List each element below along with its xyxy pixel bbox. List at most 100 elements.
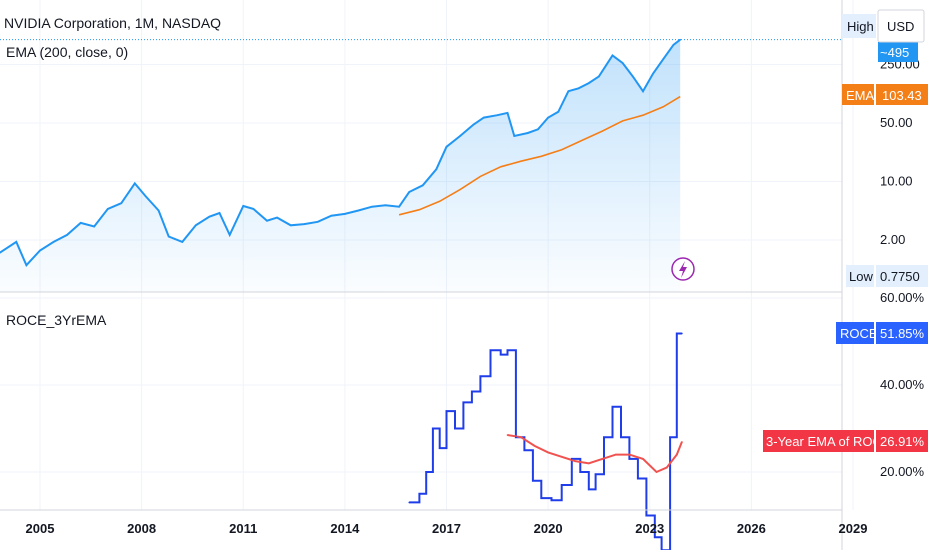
price-point (316, 220, 319, 223)
low-label: Low (849, 269, 873, 284)
roce-point (681, 332, 683, 335)
roce-point (669, 436, 671, 439)
roce-indicator-label[interactable]: ROCE_3YrEMA (6, 312, 107, 328)
roce-point (479, 375, 482, 378)
price-point (496, 114, 499, 116)
ema-tag: EMA 103.43 (842, 84, 928, 105)
symbol-title[interactable]: NVIDIA Corporation, 1M, NASDAQ (4, 15, 221, 31)
roce-point (571, 458, 573, 460)
roce-tick-label: 40.00% (880, 377, 925, 392)
roce-ema-point (520, 436, 522, 439)
series-lines (0, 38, 842, 550)
roce-point (499, 353, 502, 356)
price-point (482, 116, 485, 119)
roce-point (676, 332, 678, 335)
roce-point (620, 436, 622, 439)
time-axis[interactable]: 2005 2008 2011 2014 2017 2020 2023 2026 2029 (26, 521, 868, 536)
roce-point (560, 484, 563, 486)
roce-point (628, 458, 631, 460)
roce-point (532, 479, 534, 482)
price-point (642, 90, 644, 92)
roce-tag-label: ROCE (840, 326, 878, 341)
price-point (208, 215, 211, 218)
roce-ema-point (628, 453, 631, 456)
price-point (276, 216, 278, 219)
price-tick-label: 10.00 (880, 174, 913, 189)
ema-line (398, 95, 681, 216)
price-point (157, 209, 160, 212)
roce-point (637, 477, 639, 480)
roce-point (540, 497, 543, 499)
price-point (679, 38, 682, 41)
roce-point (438, 447, 441, 449)
price-point (408, 191, 411, 193)
price-area (0, 39, 681, 292)
roce-point (603, 436, 605, 439)
price-point (93, 225, 95, 228)
price-point (421, 184, 424, 187)
price-point (181, 241, 184, 243)
roce-point (425, 471, 427, 473)
price-point (445, 145, 448, 148)
price-point (252, 208, 255, 210)
price-point (120, 202, 123, 205)
price-point (25, 264, 28, 266)
roce-ema-point (601, 458, 604, 460)
price-point (557, 111, 560, 113)
currency-label[interactable]: USD (887, 19, 914, 34)
roce-point (445, 410, 448, 412)
roce-ema-point (506, 434, 509, 436)
price-area-fill (0, 39, 681, 292)
time-tick-label: 2020 (534, 521, 563, 536)
price-point (52, 241, 55, 243)
time-tick-label: 2014 (330, 521, 360, 536)
price-point (506, 112, 509, 114)
price-point (384, 204, 387, 207)
ema-roce-tag-label: 3-Year EMA of ROCE (766, 434, 891, 449)
roce-ema-point (615, 453, 617, 456)
time-tick-label: 2005 (26, 521, 55, 536)
roce-point (579, 471, 582, 473)
low-tag: Low 0.7750 (846, 265, 928, 287)
price-point (652, 72, 654, 75)
roce-ema-point (655, 471, 658, 473)
ema-indicator-label[interactable]: EMA (200, close, 0) (6, 44, 128, 60)
price-point (459, 135, 461, 137)
price-tick-label: 2.00 (880, 232, 905, 247)
price-point (266, 219, 268, 222)
roce-point (611, 405, 614, 408)
event-badge[interactable] (671, 257, 695, 281)
price-point (662, 58, 665, 60)
price-point (144, 194, 146, 197)
price-point (435, 168, 438, 171)
price-point (598, 75, 600, 78)
price-point (344, 213, 346, 215)
lightning-icon (679, 261, 687, 278)
roce-point (454, 427, 456, 430)
roce-ema-point (574, 460, 577, 462)
price-point (167, 235, 170, 238)
currency-button[interactable]: USD (877, 9, 925, 43)
roce-ema-point (642, 458, 644, 460)
low-value: 0.7750 (880, 269, 920, 284)
price-point (547, 116, 549, 119)
price-point (15, 241, 18, 243)
price-point (195, 224, 197, 227)
roce-tag-value: 51.85% (880, 326, 925, 341)
roce-point (523, 449, 526, 452)
price-point (587, 82, 590, 84)
roce-ema-point (681, 441, 683, 443)
time-tick-label: 2023 (635, 521, 664, 536)
roce-axis[interactable]: 60.00% 40.00% 20.00% (880, 290, 925, 479)
price-point (621, 62, 624, 64)
roce-ema-point (587, 462, 590, 465)
roce-tick-label: 60.00% (880, 290, 925, 305)
price-point (134, 182, 136, 185)
price-last-tag: ~495 (878, 42, 918, 62)
time-tick-label: 2011 (229, 521, 257, 536)
price-point (513, 135, 516, 137)
roce-ema-point (560, 455, 563, 458)
roce-point (550, 499, 553, 502)
roce-point (432, 427, 434, 430)
